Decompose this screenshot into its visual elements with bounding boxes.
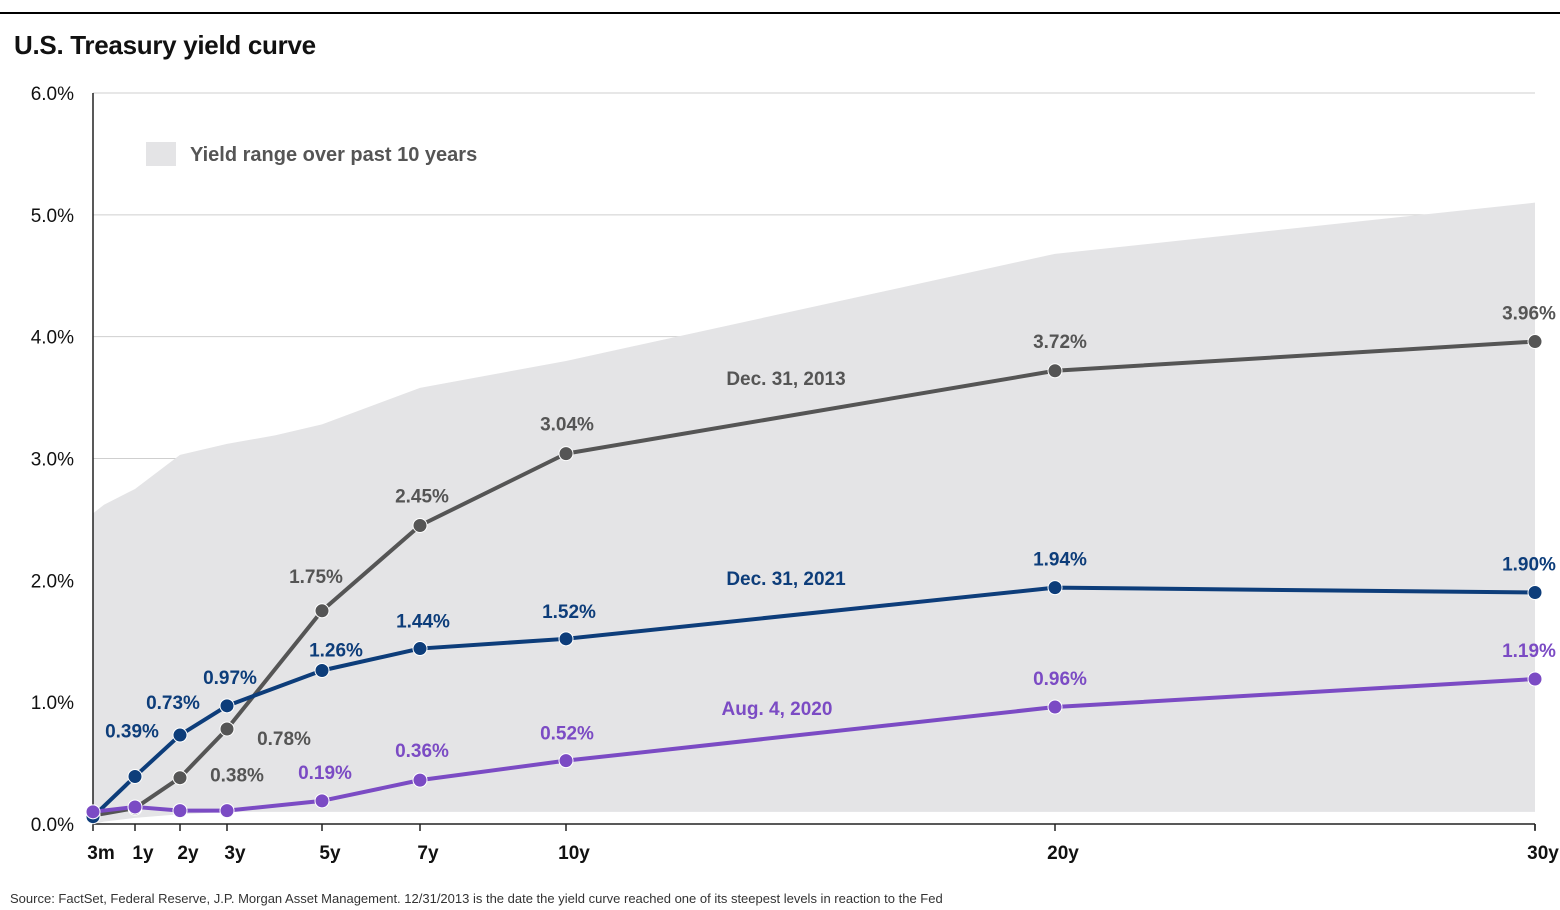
data-point — [172, 727, 188, 743]
data-label: 3.04% — [540, 415, 594, 436]
y-tick-label: 6.0% — [31, 84, 74, 105]
y-tick-label: 4.0% — [31, 328, 74, 349]
data-label: 1.26% — [309, 640, 363, 661]
data-point — [1047, 580, 1063, 596]
data-label: 0.36% — [395, 741, 449, 762]
data-point — [172, 770, 188, 786]
top-rule — [0, 12, 1560, 14]
data-point — [127, 768, 143, 784]
data-point — [219, 698, 235, 714]
y-tick-label: 3.0% — [31, 450, 74, 471]
data-point — [1527, 334, 1543, 350]
data-label: 3.96% — [1502, 304, 1556, 325]
series-lines — [85, 334, 1543, 825]
data-label: 0.39% — [105, 721, 159, 742]
data-label: 2.45% — [395, 487, 449, 508]
data-label: 0.73% — [146, 693, 200, 714]
series-name-label: Dec. 31, 2021 — [726, 569, 846, 590]
data-point — [314, 603, 330, 619]
data-label: 0.96% — [1033, 669, 1087, 690]
data-point — [558, 446, 574, 462]
x-tick-label: 20y — [1047, 843, 1079, 864]
axes: 0.0% 1.0% 2.0% 3.0% 4.0% 5.0% 6.0% 3m 1y 2y 3y 5y 7y… — [31, 84, 1560, 864]
data-label: 3.72% — [1033, 332, 1087, 353]
data-label: 0.19% — [298, 763, 352, 784]
x-tick-label: 3m — [87, 843, 114, 864]
data-point — [412, 772, 428, 788]
x-tick-label: 5y — [319, 843, 341, 864]
data-labels: 0.38% 0.78% 1.75% 2.45% 3.04% 3.72% 3.96% 0.39%… — [105, 304, 1556, 787]
data-point — [558, 753, 574, 769]
yield-curve-chart: 0.0% 1.0% 2.0% 3.0% 4.0% 5.0% 6.0% 3m 1y 2y 3y 5y 7y… — [31, 84, 1560, 864]
data-label: 1.44% — [396, 612, 450, 633]
y-tick-label: 5.0% — [31, 206, 74, 227]
data-point — [219, 803, 235, 819]
x-tick-label: 7y — [417, 843, 439, 864]
data-point — [127, 799, 143, 815]
x-tick-label: 30y — [1527, 843, 1559, 864]
y-tick-label: 2.0% — [31, 571, 74, 592]
y-tick-label: 1.0% — [31, 693, 74, 714]
data-label: 1.52% — [542, 602, 596, 623]
data-label: 1.19% — [1502, 641, 1556, 662]
data-point — [219, 721, 235, 737]
x-tick-label: 10y — [558, 843, 590, 864]
chart-title: U.S. Treasury yield curve — [14, 30, 316, 60]
data-point — [1047, 363, 1063, 379]
x-tick-label: 2y — [177, 843, 199, 864]
x-tick-label: 3y — [224, 843, 246, 864]
data-point — [314, 793, 330, 809]
data-label: 0.38% — [210, 766, 264, 787]
data-point — [1527, 585, 1543, 601]
data-point — [558, 631, 574, 647]
yield-range-band — [93, 202, 1535, 824]
legend-label: Yield range over past 10 years — [190, 144, 477, 166]
legend: Yield range over past 10 years — [146, 142, 477, 166]
data-label: 0.97% — [203, 668, 257, 689]
data-label: 1.94% — [1033, 550, 1087, 571]
data-point — [1527, 671, 1543, 687]
data-point — [172, 803, 188, 819]
series-name-label: Aug. 4, 2020 — [722, 699, 833, 720]
yield-range-area — [93, 202, 1535, 824]
x-tick-label: 1y — [132, 843, 154, 864]
data-label: 0.52% — [540, 724, 594, 745]
data-point — [85, 804, 101, 820]
series-name-label: Dec. 31, 2013 — [726, 369, 845, 390]
data-label: 1.90% — [1502, 555, 1556, 576]
source-note: Source: FactSet, Federal Reserve, J.P. M… — [10, 891, 943, 906]
data-point — [412, 641, 428, 657]
data-point — [1047, 699, 1063, 715]
legend-swatch — [146, 142, 176, 166]
data-point — [412, 518, 428, 534]
data-label: 0.78% — [257, 729, 311, 750]
data-point — [314, 662, 330, 678]
y-tick-label: 0.0% — [31, 815, 74, 836]
data-label: 1.75% — [289, 567, 343, 588]
